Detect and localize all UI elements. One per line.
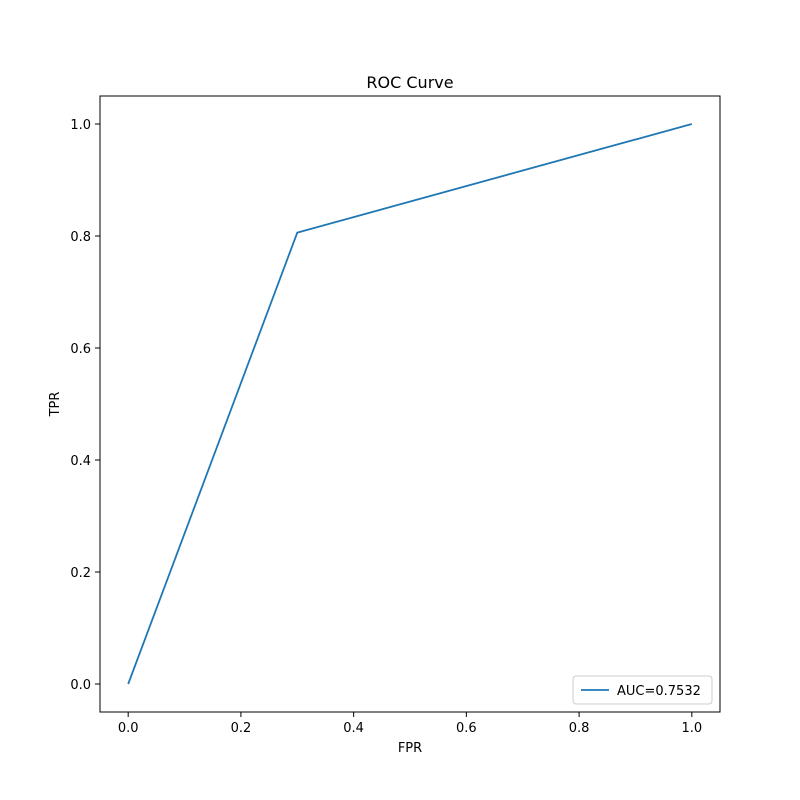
y-tick-label: 0.6 bbox=[70, 342, 91, 357]
y-tick-label: 0.2 bbox=[70, 566, 91, 581]
x-tick-label: 0.0 bbox=[118, 721, 139, 736]
x-tick-label: 0.8 bbox=[569, 721, 590, 736]
y-tick-label: 0.4 bbox=[70, 454, 91, 469]
y-axis-ticks: 0.0 0.2 0.4 0.6 0.8 1.0 bbox=[70, 118, 100, 693]
x-axis-label: FPR bbox=[398, 741, 422, 756]
legend-entry-label: AUC=0.7532 bbox=[617, 684, 701, 699]
y-tick-label: 0.0 bbox=[70, 678, 91, 693]
y-tick-label: 0.8 bbox=[70, 230, 91, 245]
chart-title: ROC Curve bbox=[366, 73, 453, 92]
legend-box bbox=[572, 675, 713, 705]
x-tick-label: 0.4 bbox=[343, 721, 364, 736]
series-layer bbox=[127, 123, 693, 685]
y-tick-label: 1.0 bbox=[70, 118, 91, 133]
y-axis-label: TPR bbox=[48, 392, 63, 418]
legend: AUC=0.7532 bbox=[572, 675, 713, 705]
x-tick-label: 1.0 bbox=[681, 721, 702, 736]
roc-series-line bbox=[127, 123, 693, 685]
plot-frame bbox=[99, 95, 721, 713]
x-tick-label: 0.6 bbox=[456, 721, 477, 736]
x-tick-label: 0.2 bbox=[231, 721, 252, 736]
x-axis-ticks: 0.0 0.2 0.4 0.6 0.8 1.0 bbox=[118, 712, 702, 736]
